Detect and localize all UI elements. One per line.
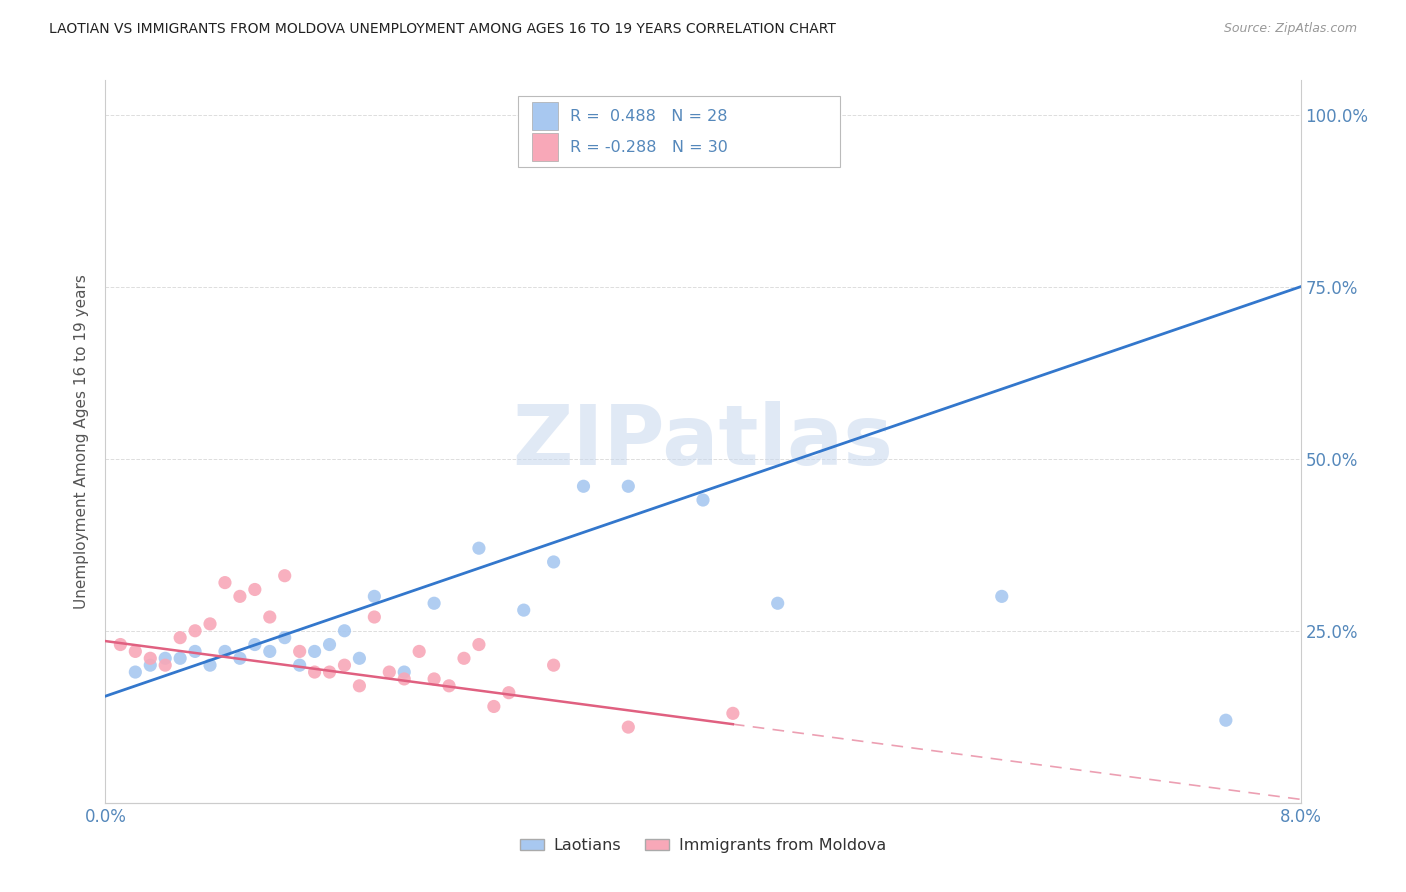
Point <box>513 603 536 617</box>
Point <box>333 624 356 638</box>
Point <box>214 644 236 658</box>
Y-axis label: Unemployment Among Ages 16 to 19 years: Unemployment Among Ages 16 to 19 years <box>75 274 90 609</box>
Point <box>288 644 311 658</box>
Point <box>139 658 162 673</box>
Point <box>184 644 207 658</box>
Point <box>468 541 491 556</box>
Point <box>617 479 640 493</box>
Point <box>378 665 401 679</box>
Point <box>153 651 177 665</box>
Point <box>333 658 356 673</box>
Point <box>766 596 789 610</box>
Point <box>392 665 416 679</box>
Point <box>124 665 146 679</box>
Point <box>304 665 326 679</box>
Point <box>198 658 221 673</box>
Point <box>273 568 295 582</box>
Point <box>543 658 565 673</box>
Point <box>169 651 191 665</box>
Point <box>363 610 385 624</box>
Point <box>124 644 146 658</box>
Bar <box>531 134 558 161</box>
Point <box>721 706 744 721</box>
Point <box>318 638 340 652</box>
Point <box>498 686 520 700</box>
Point <box>184 624 207 638</box>
Point <box>349 651 371 665</box>
Legend: Laotians, Immigrants from Moldova: Laotians, Immigrants from Moldova <box>513 832 893 860</box>
Point <box>243 638 266 652</box>
Point <box>259 644 281 658</box>
Point <box>214 575 236 590</box>
Point <box>243 582 266 597</box>
Point <box>437 679 460 693</box>
Point <box>392 672 416 686</box>
Point <box>453 651 475 665</box>
Bar <box>517 96 841 167</box>
Point <box>482 699 505 714</box>
Point <box>139 651 162 665</box>
Point <box>423 672 446 686</box>
Point <box>692 493 714 508</box>
Text: Source: ZipAtlas.com: Source: ZipAtlas.com <box>1223 22 1357 36</box>
Point <box>408 644 430 658</box>
Point <box>1215 713 1237 727</box>
Text: R = -0.288   N = 30: R = -0.288 N = 30 <box>571 140 728 154</box>
Point <box>990 590 1012 604</box>
Point <box>423 596 446 610</box>
Point <box>304 644 326 658</box>
Point <box>169 631 191 645</box>
Point <box>288 658 311 673</box>
Point <box>572 479 595 493</box>
Text: R =  0.488   N = 28: R = 0.488 N = 28 <box>571 109 728 123</box>
Point <box>543 555 565 569</box>
Point <box>229 651 252 665</box>
Point <box>273 631 295 645</box>
Point <box>229 590 252 604</box>
Text: ZIPatlas: ZIPatlas <box>513 401 893 482</box>
Point <box>349 679 371 693</box>
Point <box>468 638 491 652</box>
Point <box>153 658 177 673</box>
Point <box>363 590 385 604</box>
Point <box>259 610 281 624</box>
Text: LAOTIAN VS IMMIGRANTS FROM MOLDOVA UNEMPLOYMENT AMONG AGES 16 TO 19 YEARS CORREL: LAOTIAN VS IMMIGRANTS FROM MOLDOVA UNEMP… <box>49 22 837 37</box>
Point <box>110 638 132 652</box>
Bar <box>531 103 558 129</box>
Point <box>318 665 340 679</box>
Point <box>617 720 640 734</box>
Point <box>198 616 221 631</box>
